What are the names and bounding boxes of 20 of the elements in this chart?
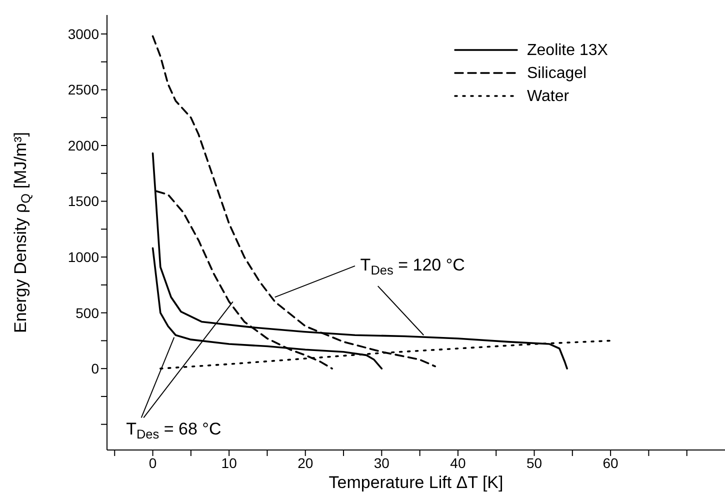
x-axis-title: Temperature Lift ΔT [K] <box>328 473 504 492</box>
y-tick-label: 500 <box>76 304 100 321</box>
annotation: T$_{Des}$ = 120 °C <box>360 255 465 278</box>
y-tick-label: 3000 <box>68 26 100 42</box>
y-tick-label: 1000 <box>68 249 100 266</box>
x-tick-label: 50 <box>526 454 542 471</box>
x-tick-label: 30 <box>374 454 390 471</box>
x-tick-label: 40 <box>450 454 466 471</box>
x-tick-label: 0 <box>148 454 157 471</box>
legend-label: Water <box>527 88 570 105</box>
legend-label: Silicagel <box>527 65 587 82</box>
x-tick-label: 10 <box>221 454 238 471</box>
y-tick-label: 2500 <box>68 82 100 98</box>
legend-label: Zeolite 13X <box>527 42 608 59</box>
x-tick-label: 60 <box>602 454 619 471</box>
y-tick-label: 0 <box>91 360 100 377</box>
y-tick-label: 1500 <box>68 193 100 210</box>
x-tick-label: 20 <box>298 454 314 471</box>
annotation: T$_{Des}$ = 68 °C <box>126 419 222 442</box>
y-tick-label: 2000 <box>68 137 100 154</box>
